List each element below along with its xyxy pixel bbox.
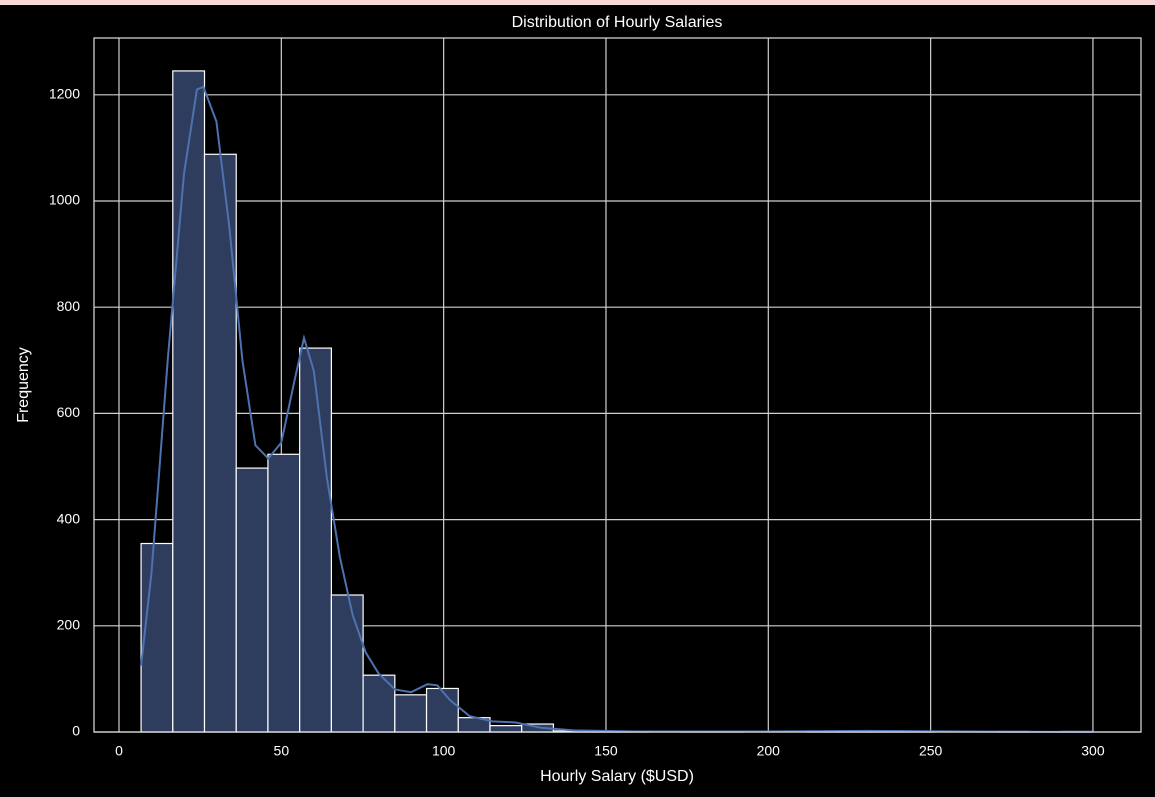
bar — [489, 725, 523, 733]
bar — [394, 694, 428, 733]
bar — [299, 347, 332, 733]
y-tick-label: 0 — [72, 723, 80, 739]
y-tick-label: 200 — [57, 617, 81, 633]
x-tick-label: 100 — [432, 743, 456, 759]
y-axis-label: Frequency — [15, 347, 32, 423]
top-strip — [0, 0, 1155, 5]
bar — [425, 687, 459, 733]
bar — [235, 467, 269, 733]
y-tick-label: 600 — [57, 404, 81, 420]
bar — [172, 70, 206, 733]
x-tick-label: 300 — [1081, 743, 1105, 759]
x-tick-label: 150 — [594, 743, 618, 759]
bar — [140, 542, 174, 733]
y-tick-label: 1200 — [49, 86, 80, 102]
x-tick-label: 200 — [757, 743, 781, 759]
chart-title: Distribution of Hourly Salaries — [512, 14, 723, 31]
plot-frame — [93, 37, 1142, 733]
x-axis-label: Hourly Salary ($USD) — [540, 768, 694, 785]
y-tick-label: 400 — [57, 510, 81, 526]
bar — [267, 453, 301, 733]
y-tick-label: 800 — [57, 298, 81, 314]
x-tick-label: 0 — [115, 743, 123, 759]
y-tick-label: 1000 — [49, 192, 80, 208]
x-tick-label: 250 — [919, 743, 943, 759]
bar — [330, 594, 364, 733]
x-tick-label: 50 — [274, 743, 290, 759]
kde-line — [140, 85, 1094, 733]
